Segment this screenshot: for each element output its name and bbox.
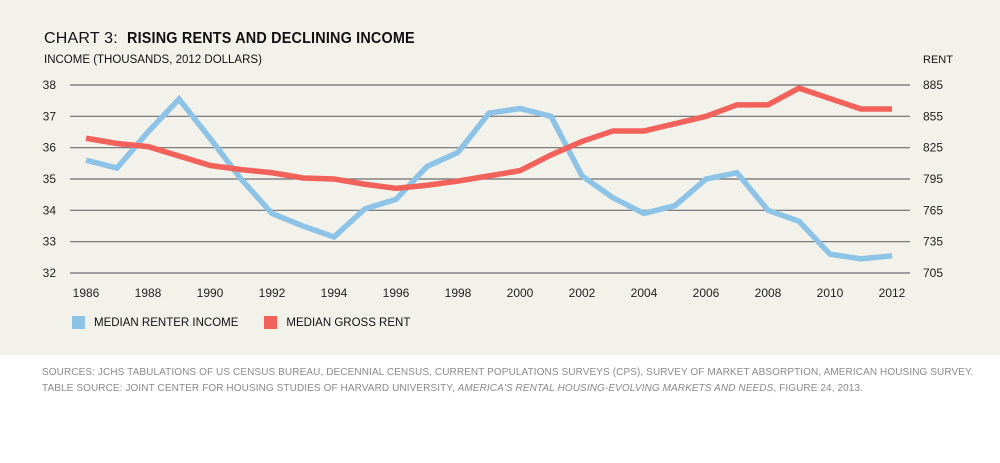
publication-title: AMERICA'S RENTAL HOUSING-EVOLVING MARKET… xyxy=(457,383,774,394)
right-axis-tick-label: 705 xyxy=(923,266,943,280)
sources-line-2-suffix: , FIGURE 24, 2013. xyxy=(773,383,863,394)
left-axis-label: INCOME (THOUSANDS, 2012 DOLLARS) xyxy=(44,54,262,66)
chart-panel xyxy=(0,0,1000,355)
right-axis-label: RENT xyxy=(923,54,953,66)
line-chart: 32 33 34 35 36 37 38 705 735 765 795 825 855 885 198… xyxy=(43,78,944,300)
left-axis-tick-label: 34 xyxy=(43,203,57,217)
right-axis-ticks: 705 735 765 795 825 855 885 xyxy=(923,78,943,280)
x-axis-tick-label: 2010 xyxy=(817,286,844,300)
x-axis-ticks: 1986 1988 1990 1992 1994 1996 1998 2000 2002 2004… xyxy=(73,286,906,300)
sources-note: SOURCES: JCHS TABULATIONS OF US CENSUS B… xyxy=(42,365,973,397)
left-axis-tick-label: 33 xyxy=(43,235,57,249)
legend-item-income: MEDIAN RENTER INCOME xyxy=(72,316,238,329)
series-lines xyxy=(85,85,893,262)
series-line-median-renter-income xyxy=(85,94,893,262)
x-axis-tick-label: 1990 xyxy=(197,286,224,300)
right-axis-tick-label: 795 xyxy=(923,172,943,186)
x-axis-tick-label: 2012 xyxy=(879,286,906,300)
x-axis-tick-label: 1994 xyxy=(321,286,348,300)
right-axis-tick-label: 885 xyxy=(923,78,943,92)
x-axis-tick-label: 1986 xyxy=(73,286,100,300)
x-axis-tick-label: 2002 xyxy=(569,286,596,300)
x-axis-tick-label: 2004 xyxy=(631,286,658,300)
left-axis-tick-label: 32 xyxy=(43,266,57,280)
chart-title-main: RISING RENTS AND DECLINING INCOME xyxy=(127,30,416,47)
x-axis-tick-label: 2008 xyxy=(755,286,782,300)
x-axis-tick-label: 1988 xyxy=(135,286,162,300)
right-axis-tick-label: 825 xyxy=(923,141,943,155)
right-axis-tick-label: 765 xyxy=(923,203,943,217)
legend-label-income: MEDIAN RENTER INCOME xyxy=(94,316,239,329)
left-axis-ticks: 32 33 34 35 36 37 38 xyxy=(43,78,57,280)
x-axis-tick-label: 2000 xyxy=(507,286,534,300)
chart-title-prefix: CHART 3: xyxy=(44,30,118,47)
left-axis-tick-label: 36 xyxy=(43,141,57,155)
x-axis-tick-label: 1992 xyxy=(259,286,286,300)
sources-line-2-prefix: TABLE SOURCE: JOINT CENTER FOR HOUSING S… xyxy=(42,383,458,394)
legend-item-rent: MEDIAN GROSS RENT xyxy=(264,316,410,329)
x-axis-tick-label: 1996 xyxy=(383,286,410,300)
sources-line-2: TABLE SOURCE: JOINT CENTER FOR HOUSING S… xyxy=(42,381,973,397)
chart-title: CHART 3: RISING RENTS AND DECLINING INCO… xyxy=(44,30,447,48)
left-axis-tick-label: 38 xyxy=(43,78,57,92)
legend-swatch-income xyxy=(72,316,85,329)
series-line-median-gross-rent xyxy=(85,85,892,192)
x-axis-tick-label: 1998 xyxy=(445,286,472,300)
legend: MEDIAN RENTER INCOME MEDIAN GROSS RENT xyxy=(72,316,436,329)
left-axis-tick-label: 37 xyxy=(43,109,57,123)
right-axis-tick-label: 855 xyxy=(923,109,943,123)
x-axis-tick-label: 2006 xyxy=(693,286,720,300)
sources-line-1: SOURCES: JCHS TABULATIONS OF US CENSUS B… xyxy=(42,367,974,378)
right-axis-tick-label: 735 xyxy=(923,235,943,249)
left-axis-tick-label: 35 xyxy=(43,172,57,186)
legend-label-rent: MEDIAN GROSS RENT xyxy=(286,316,411,329)
legend-swatch-rent xyxy=(264,316,278,329)
